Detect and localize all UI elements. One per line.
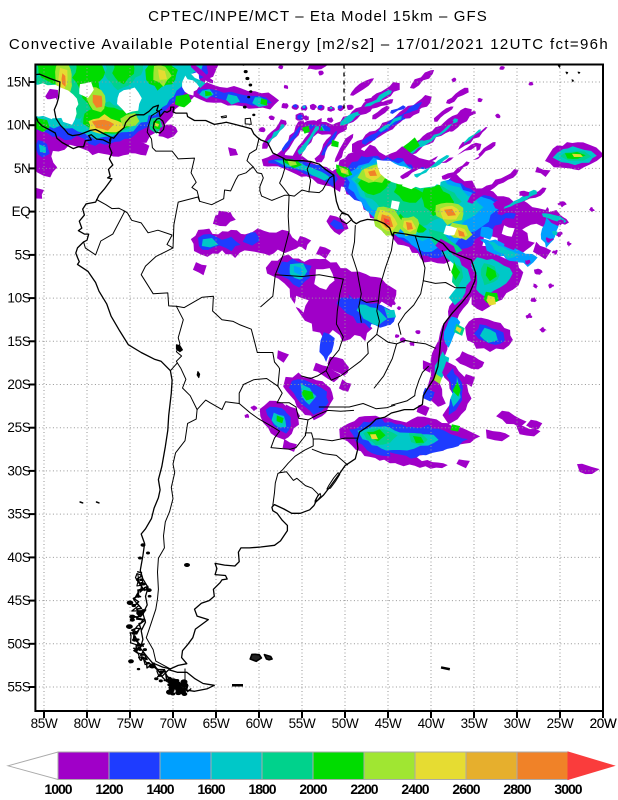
svg-text:40W: 40W <box>418 716 445 731</box>
svg-text:20S: 20S <box>7 377 30 392</box>
svg-text:1800: 1800 <box>248 781 276 797</box>
svg-text:55S: 55S <box>7 680 30 695</box>
svg-text:1000: 1000 <box>44 781 72 797</box>
svg-text:45W: 45W <box>375 716 402 731</box>
svg-text:20W: 20W <box>590 716 617 731</box>
svg-text:50S: 50S <box>7 636 30 651</box>
svg-text:70W: 70W <box>160 716 187 731</box>
svg-text:35W: 35W <box>461 716 488 731</box>
svg-text:55W: 55W <box>289 716 316 731</box>
svg-text:2200: 2200 <box>350 781 378 797</box>
svg-text:1200: 1200 <box>95 781 123 797</box>
svg-text:CPTEC/INPE/MCT – Eta Model 15: CPTEC/INPE/MCT – Eta Model 15km – GFS <box>148 8 488 25</box>
svg-text:10S: 10S <box>7 291 30 306</box>
svg-text:1600: 1600 <box>197 781 225 797</box>
svg-text:5S: 5S <box>15 247 31 262</box>
svg-text:Convective Available Potential: Convective Available Potential Energy [m… <box>9 36 609 53</box>
svg-text:5N: 5N <box>14 161 31 176</box>
svg-text:80W: 80W <box>74 716 101 731</box>
svg-text:45S: 45S <box>7 593 30 608</box>
svg-text:10N: 10N <box>7 118 31 133</box>
svg-text:1400: 1400 <box>146 781 174 797</box>
svg-text:30W: 30W <box>504 716 531 731</box>
svg-text:75W: 75W <box>117 716 144 731</box>
svg-text:2800: 2800 <box>503 781 531 797</box>
svg-text:30S: 30S <box>7 463 30 478</box>
svg-text:3000: 3000 <box>554 781 582 797</box>
svg-text:2400: 2400 <box>401 781 429 797</box>
svg-text:65W: 65W <box>203 716 230 731</box>
svg-text:EQ: EQ <box>12 204 31 219</box>
svg-text:20W: 20W <box>590 716 617 731</box>
svg-text:15S: 15S <box>7 334 30 349</box>
svg-text:60W: 60W <box>246 716 273 731</box>
svg-text:50W: 50W <box>332 716 359 731</box>
svg-text:2000: 2000 <box>299 781 327 797</box>
svg-text:25S: 25S <box>7 420 30 435</box>
svg-text:15N: 15N <box>7 75 31 90</box>
svg-text:2600: 2600 <box>452 781 480 797</box>
svg-text:40S: 40S <box>7 550 30 565</box>
svg-text:85W: 85W <box>31 716 58 731</box>
svg-text:25W: 25W <box>547 716 574 731</box>
svg-text:35S: 35S <box>7 507 30 522</box>
